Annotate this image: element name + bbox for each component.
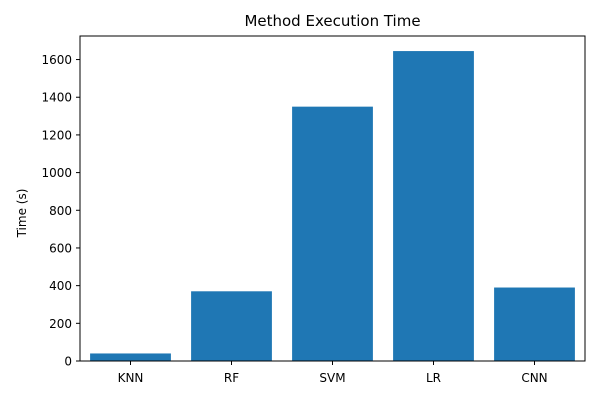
plot-area: KNN RF SVM LR CNN 0 200 400 600 800 1000 1200 1400 16… <box>41 35 586 385</box>
x-tick-label-cnn: CNN <box>521 371 547 385</box>
y-tick-label-400: 400 <box>49 279 72 293</box>
y-tick-label-200: 200 <box>49 317 72 331</box>
y-tick-label-800: 800 <box>49 204 72 218</box>
bar-cnn <box>494 287 575 361</box>
chart-title: Method Execution Time <box>244 12 420 30</box>
y-tick-label-600: 600 <box>49 241 72 255</box>
bar-lr <box>393 51 474 362</box>
x-tick-label-lr: LR <box>426 371 441 385</box>
x-tick-label-rf: RF <box>224 371 239 385</box>
x-tick-label-knn: KNN <box>118 371 144 385</box>
bar-rf <box>191 291 272 361</box>
bar-knn <box>90 353 171 361</box>
y-tick-label-1200: 1200 <box>41 128 72 142</box>
x-tick-label-svm: SVM <box>319 371 345 385</box>
bar-svm <box>292 106 373 361</box>
y-axis-label: Time (s) <box>15 189 29 239</box>
y-tick-label-1000: 1000 <box>41 166 72 180</box>
y-tick-label-0: 0 <box>64 355 72 369</box>
y-tick-label-1600: 1600 <box>41 53 72 67</box>
y-tick-label-1400: 1400 <box>41 91 72 105</box>
plot-frame <box>79 35 586 362</box>
